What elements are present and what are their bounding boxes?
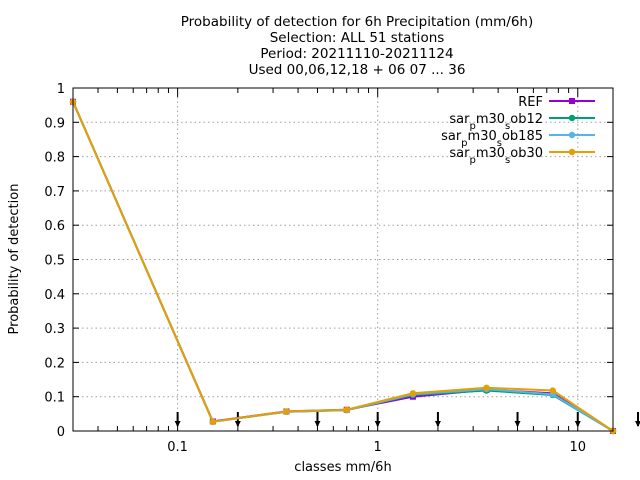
station-markers <box>174 412 640 427</box>
data-point <box>549 387 556 394</box>
x-tick-label: 10 <box>569 440 586 455</box>
grid <box>73 88 613 431</box>
y-tick-label: 0.9 <box>44 116 65 131</box>
data-point <box>343 406 350 413</box>
y-tick-label: 0.5 <box>44 254 65 269</box>
chart-title: Probability of detection for 6h Precipit… <box>181 14 534 78</box>
data-point <box>409 390 417 397</box>
legend-swatch-marker <box>569 98 575 104</box>
station-marker-head <box>314 421 321 427</box>
y-tick-label: 0 <box>57 425 65 440</box>
y-tick-label: 0.3 <box>44 322 65 337</box>
legend-entry: sarpm30sob185 <box>441 129 595 149</box>
station-marker-head <box>234 421 241 427</box>
y-tick-label: 1 <box>57 82 65 97</box>
station-marker-head <box>434 421 441 427</box>
x-axis-label: classes mm/6h <box>294 460 391 475</box>
series-lines <box>69 98 617 435</box>
y-tick-label: 0.8 <box>44 151 65 166</box>
title-line-1: Probability of detection for 6h Precipit… <box>181 14 534 30</box>
y-tick-label: 0.6 <box>44 219 65 234</box>
station-marker-head <box>634 421 640 427</box>
legend-entry: sarpm30sob30 <box>449 146 595 166</box>
legend-entry: REF <box>518 95 595 110</box>
series-line <box>72 101 614 432</box>
data-point <box>209 418 217 425</box>
legend-swatch-marker <box>568 131 576 139</box>
x-tick-label: 1 <box>374 440 382 455</box>
axis-ticks: 0 0.1 0.2 0.3 0.4 0.5 0.6 0.7 0.8 0.9 1 0.1 1 10 <box>44 82 613 455</box>
y-tick-label: 0.4 <box>44 288 65 303</box>
legend-label: sarpm30sob30 <box>449 146 543 166</box>
y-tick-label: 0.1 <box>44 391 65 406</box>
x-tick-label: 0.1 <box>167 440 188 455</box>
station-marker-head <box>514 421 521 427</box>
legend-swatch-marker <box>568 114 576 122</box>
y-axis-label: Probability of detection <box>7 184 22 335</box>
data-point <box>283 408 290 415</box>
legend-label: sarpm30sob185 <box>441 129 543 149</box>
legend-label: sarpm30sob12 <box>449 112 543 132</box>
title-line-2: Selection: ALL 51 stations <box>270 30 445 46</box>
legend-entry: sarpm30sob12 <box>449 112 595 132</box>
title-line-3: Period: 20211110-20211124 <box>260 46 453 62</box>
y-tick-label: 0.7 <box>44 185 65 200</box>
legend-swatch-marker <box>568 148 576 156</box>
title-line-4: Used 00,06,12,18 + 06 07 ... 36 <box>249 62 466 78</box>
y-tick-label: 0.2 <box>44 356 65 371</box>
data-point <box>483 384 490 391</box>
legend-label: REF <box>518 95 543 110</box>
